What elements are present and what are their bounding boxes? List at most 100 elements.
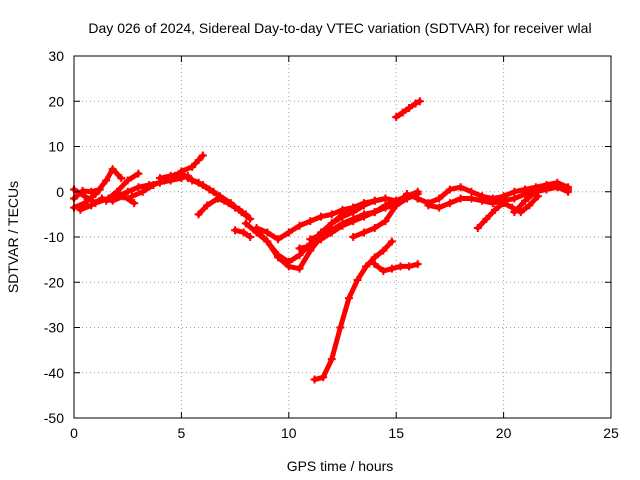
y-tick-label: 20 [48, 93, 64, 109]
data-point [239, 228, 248, 237]
chart-title: Day 026 of 2024, Sidereal Day-to-day VTE… [88, 20, 591, 36]
data-point [456, 183, 465, 192]
data-point [370, 196, 379, 205]
data-point [424, 201, 433, 210]
series-trace-h [183, 174, 255, 223]
data-point [533, 192, 542, 201]
data-point [467, 187, 476, 196]
data-point [194, 210, 203, 219]
series-line [71, 186, 103, 202]
data-point [252, 223, 261, 232]
data-point [491, 205, 500, 214]
series-trace-i [194, 194, 244, 219]
x-tick-label: 20 [496, 425, 512, 441]
data-point [166, 171, 175, 180]
data-point [521, 196, 530, 205]
data-point [482, 214, 491, 223]
data-point [102, 176, 111, 185]
data-point [117, 174, 126, 183]
data-point [97, 194, 106, 203]
series-trace-m [252, 187, 422, 244]
data-point [379, 266, 388, 275]
data-point [381, 194, 390, 203]
data-point [317, 212, 326, 221]
data-point [344, 294, 353, 303]
data-point [338, 219, 347, 228]
data-point [246, 214, 255, 223]
data-point [510, 208, 519, 217]
data-point [274, 251, 283, 260]
data-point [478, 196, 487, 205]
data-point [134, 169, 143, 178]
data-point [413, 194, 422, 203]
data-point [362, 262, 371, 271]
data-point [370, 260, 379, 269]
data-point [392, 113, 401, 122]
x-tick-label: 5 [178, 425, 186, 441]
data-point [130, 199, 139, 208]
data-point [359, 210, 368, 219]
data-point [338, 205, 347, 214]
y-tick-label: -20 [44, 274, 64, 290]
data-point [499, 199, 508, 208]
data-point [396, 262, 405, 271]
data-point [542, 180, 551, 189]
y-axis-label: SDTVAR / TECUs [5, 181, 21, 293]
data-point [327, 355, 336, 364]
data-point [108, 165, 117, 174]
data-point [398, 108, 407, 117]
data-point [213, 194, 222, 203]
data-point [413, 260, 422, 269]
data-point [306, 235, 315, 244]
data-point [194, 178, 203, 187]
data-point [78, 186, 87, 195]
series-line [475, 193, 541, 231]
data-point [274, 235, 283, 244]
data-point [370, 223, 379, 232]
data-point [521, 190, 530, 199]
data-point [284, 257, 293, 266]
data-point [235, 205, 244, 214]
data-point [155, 174, 164, 183]
data-point [203, 201, 212, 210]
data-point [319, 373, 328, 382]
data-point [510, 194, 519, 203]
data-point [327, 219, 336, 228]
data-point [435, 203, 444, 212]
series-trace-p [349, 190, 422, 241]
data-point [149, 180, 158, 189]
data-point [415, 97, 424, 106]
data-point [231, 226, 240, 235]
data-point [381, 203, 390, 212]
data-point [123, 187, 132, 196]
x-tick-label: 10 [281, 425, 297, 441]
x-tick-label: 0 [70, 425, 78, 441]
series-trace-q [310, 237, 396, 384]
data-point [379, 246, 388, 255]
data-point [392, 201, 401, 210]
data-point [370, 253, 379, 262]
series-line [312, 239, 395, 383]
series-trace-w [510, 178, 573, 217]
data-point [102, 196, 111, 205]
data-point [241, 219, 250, 228]
data-point [411, 99, 420, 108]
x-tick-label: 25 [603, 425, 619, 441]
data-point [327, 210, 336, 219]
data-point [112, 192, 121, 201]
data-point [306, 242, 315, 251]
data-point [263, 228, 272, 237]
data-point [525, 201, 534, 210]
data-point [387, 264, 396, 273]
data-point [349, 214, 358, 223]
data-point [134, 183, 143, 192]
data-point [359, 228, 368, 237]
data-point [205, 185, 214, 194]
data-point [80, 192, 89, 201]
data-point [224, 199, 233, 208]
data-point [123, 176, 132, 185]
data-point [306, 217, 315, 226]
series-line [254, 189, 421, 242]
data-point [445, 185, 454, 194]
